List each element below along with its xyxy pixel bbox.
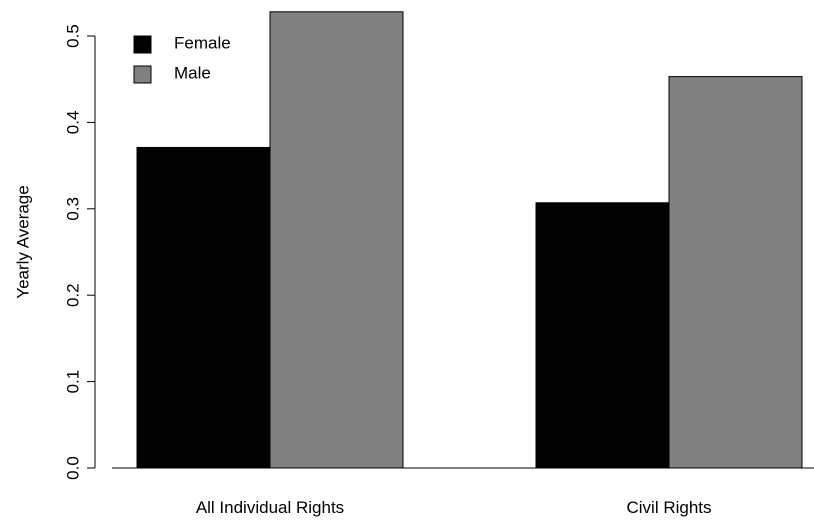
bar-male-1	[269, 11, 404, 469]
legend-swatch-male	[133, 65, 152, 84]
legend-label-female: Female	[174, 33, 231, 52]
x-axis-labels: All Individual Rights Civil Rights	[196, 498, 712, 517]
y-tick-label: 0.1	[63, 370, 82, 394]
y-axis-title: Yearly Average	[13, 185, 32, 298]
legend: Female Male	[133, 33, 231, 84]
y-tick-label: 0.5	[63, 24, 82, 48]
bar-male-2	[668, 76, 803, 469]
x-category-label: All Individual Rights	[196, 498, 344, 517]
x-category-label: Civil Rights	[626, 498, 711, 517]
legend-swatch-female	[133, 35, 152, 54]
y-tick-label: 0.0	[63, 456, 82, 480]
bars	[136, 11, 803, 469]
y-tick-label: 0.2	[63, 283, 82, 307]
y-tick-label: 0.4	[63, 111, 82, 135]
y-axis: 0.0 0.1 0.2 0.3 0.4 0.5	[63, 24, 814, 480]
y-tick-label: 0.3	[63, 197, 82, 221]
bar-female-2	[535, 202, 670, 469]
legend-label-male: Male	[174, 63, 211, 82]
bar-female-1	[136, 146, 271, 469]
